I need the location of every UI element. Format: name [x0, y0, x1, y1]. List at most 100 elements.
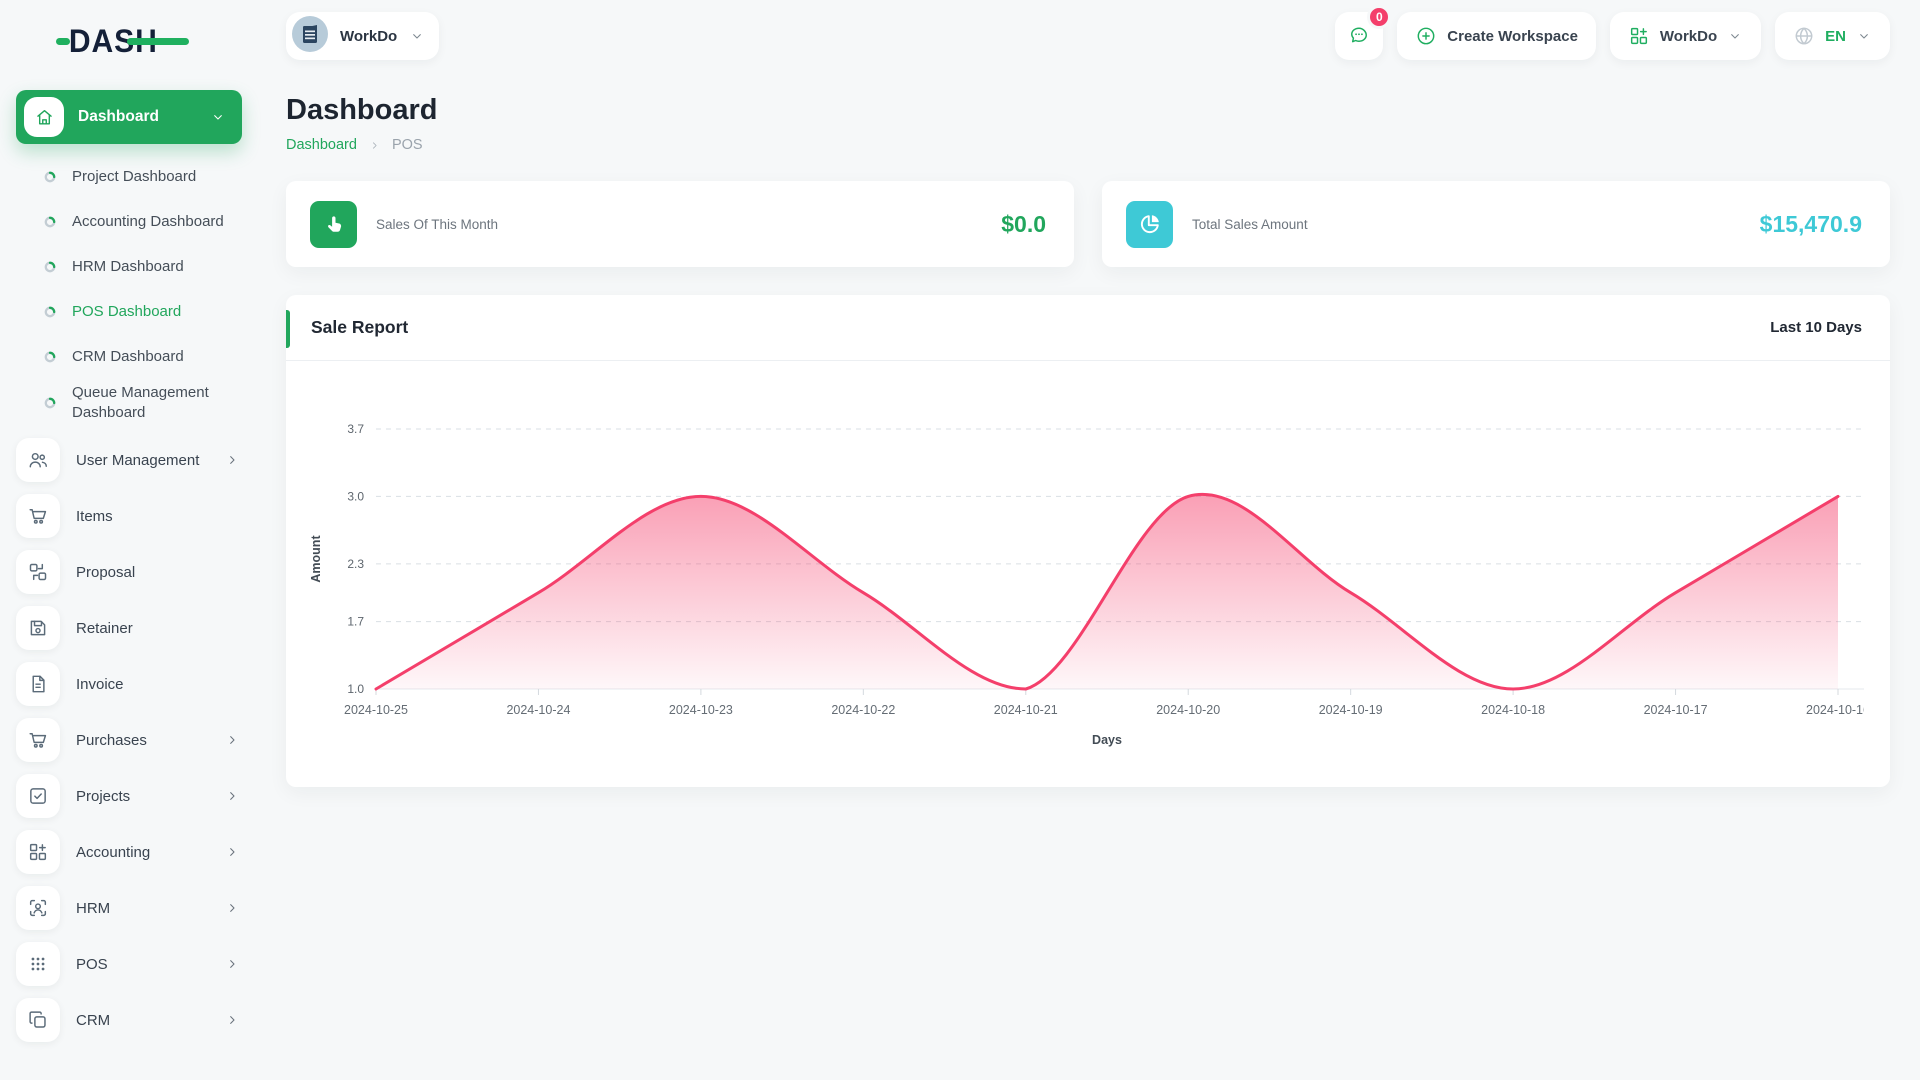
- sidebar-item-dashboard[interactable]: Dashboard: [16, 90, 242, 144]
- create-workspace-button[interactable]: Create Workspace: [1397, 12, 1596, 60]
- chevron-down-icon: [210, 109, 226, 125]
- sidebar-subitem-queue-management-dashboard[interactable]: Queue Management Dashboard: [16, 383, 270, 422]
- x-axis-title: Days: [1092, 733, 1122, 747]
- sidebar-subitem-label: Project Dashboard: [72, 168, 197, 186]
- sidebar-item-pos[interactable]: POS: [16, 942, 270, 986]
- home-icon: [36, 109, 52, 124]
- sidebar-nav: User Management Items Proposal Retainer …: [16, 438, 270, 1042]
- check-square-icon: [16, 774, 60, 818]
- users-icon: [16, 438, 60, 482]
- language-menu-button[interactable]: EN: [1775, 12, 1890, 60]
- page-title: Dashboard: [286, 94, 438, 126]
- breadcrumb-dashboard-link[interactable]: Dashboard: [286, 137, 357, 153]
- circle-notch-icon: [44, 351, 56, 363]
- chevron-right-icon: [224, 1012, 240, 1028]
- sidebar-item-items[interactable]: Items: [16, 494, 270, 538]
- x-tick-label: 2024-10-20: [1156, 703, 1220, 717]
- sidebar-item-label: POS: [76, 955, 108, 973]
- grid-plus-icon: [1628, 25, 1650, 47]
- circle-notch-icon: [44, 261, 56, 273]
- circle-notch-icon: [44, 171, 56, 183]
- workspace-menu-button[interactable]: WorkDo: [1609, 12, 1762, 60]
- dots-grid-icon: [16, 942, 60, 986]
- chevron-down-icon: [214, 115, 222, 120]
- globe-icon: [1793, 25, 1815, 47]
- chevron-right-icon: [230, 904, 235, 912]
- person-focus-icon: [29, 899, 47, 917]
- x-tick-label: 2024-10-21: [994, 703, 1058, 717]
- sidebar-item-retainer[interactable]: Retainer: [16, 606, 270, 650]
- sidebar-subitem-hrm-dashboard[interactable]: HRM Dashboard: [16, 248, 270, 286]
- sale-report-header: Sale Report Last 10 Days: [286, 295, 1890, 361]
- plus-circle-icon: [1415, 25, 1437, 47]
- sidebar-item-label: Projects: [76, 787, 131, 805]
- sidebar-item-accounting[interactable]: Accounting: [16, 830, 270, 874]
- sidebar-item-user-management[interactable]: User Management: [16, 438, 270, 482]
- x-tick-label: 2024-10-19: [1319, 703, 1383, 717]
- breadcrumb-sep-icon: [372, 141, 377, 149]
- sidebar-item-hrm[interactable]: HRM: [16, 886, 270, 930]
- chevron-right-icon: [224, 844, 240, 860]
- cart-icon: [29, 733, 47, 748]
- globe-icon: [1795, 27, 1813, 45]
- check-square-icon: [30, 788, 46, 804]
- circle-notch-icon: [44, 397, 56, 409]
- sidebar-subitem-accounting-dashboard[interactable]: Accounting Dashboard: [16, 203, 270, 241]
- chevron-right-icon: [230, 960, 235, 968]
- cart-icon: [29, 509, 47, 524]
- workspace-chip[interactable]: WorkDo: [286, 12, 440, 60]
- home-icon: [24, 97, 64, 137]
- building-avatar-icon: [292, 15, 328, 57]
- sidebar-item-invoice[interactable]: Invoice: [16, 662, 270, 706]
- sidebar-item-purchases[interactable]: Purchases: [16, 718, 270, 762]
- x-tick-label: 2024-10-23: [669, 703, 733, 717]
- chevron-right-icon: [368, 139, 381, 152]
- chevron-down-icon: [1731, 34, 1740, 39]
- hand-pointer-icon: [327, 216, 341, 232]
- building-avatar-icon: [292, 15, 328, 52]
- sale-report-card: Sale Report Last 10 Days 1.0 1.7 2.3 3.0 3.7…: [286, 295, 1890, 787]
- sidebar-item-proposal[interactable]: Proposal: [16, 550, 270, 594]
- sidebar-item-label: Items: [76, 507, 113, 525]
- sidebar-subitem-project-dashboard[interactable]: Project Dashboard: [16, 158, 270, 196]
- chevron-down-icon: [1856, 28, 1872, 44]
- sidebar-subitem-pos-dashboard[interactable]: POS Dashboard: [16, 293, 270, 331]
- messages-badge: 0: [1367, 5, 1392, 29]
- copy-icon: [16, 998, 60, 1042]
- sidebar-item-label: Retainer: [76, 619, 133, 637]
- circle-notch-icon: [44, 216, 56, 228]
- sidebar-item-projects[interactable]: Projects: [16, 774, 270, 818]
- stats-row: Sales Of This Month $0.0 Total Sales Amo…: [286, 181, 1890, 267]
- dashboard-submenu: Project Dashboard Accounting Dashboard H…: [16, 158, 270, 422]
- retainer-icon: [16, 606, 60, 650]
- pie-chart-icon: [1126, 200, 1173, 248]
- sidebar-subitem-label: HRM Dashboard: [72, 258, 184, 276]
- sidebar-subitem-crm-dashboard[interactable]: CRM Dashboard: [16, 338, 270, 376]
- sidebar-item-label: User Management: [76, 451, 200, 469]
- chevron-right-icon: [230, 736, 235, 744]
- y-tick-label: 3.7: [347, 422, 364, 436]
- x-tick-label: 2024-10-17: [1644, 703, 1708, 717]
- chevron-down-icon: [409, 28, 425, 44]
- language-label: EN: [1825, 27, 1846, 45]
- chevron-down-icon: [1860, 34, 1868, 39]
- circle-notch-icon: [44, 306, 56, 318]
- person-focus-icon: [16, 886, 60, 930]
- chevron-right-icon: [230, 792, 235, 800]
- card-accent-bar: [286, 310, 290, 348]
- app-logo[interactable]: DASH: [56, 22, 189, 60]
- sale-report-chart: 1.0 1.7 2.3 3.0 3.7 2024-10-25 2024-10-24 2024-…: [309, 422, 1870, 747]
- x-tick-label: 2024-10-18: [1481, 703, 1545, 717]
- x-tick-label: 2024-10-16: [1806, 703, 1864, 717]
- chevron-right-icon: [224, 900, 240, 916]
- sidebar-dashboard-label: Dashboard: [78, 108, 159, 125]
- messages-button[interactable]: 0: [1335, 5, 1392, 60]
- chevron-right-icon: [224, 732, 240, 748]
- sidebar-item-label: Purchases: [76, 731, 147, 749]
- grid-plus-icon: [16, 830, 60, 874]
- sidebar-item-crm[interactable]: CRM: [16, 998, 270, 1042]
- chat-icon: [1351, 26, 1368, 42]
- chevron-right-icon: [230, 848, 235, 856]
- dots-grid-icon: [31, 957, 45, 971]
